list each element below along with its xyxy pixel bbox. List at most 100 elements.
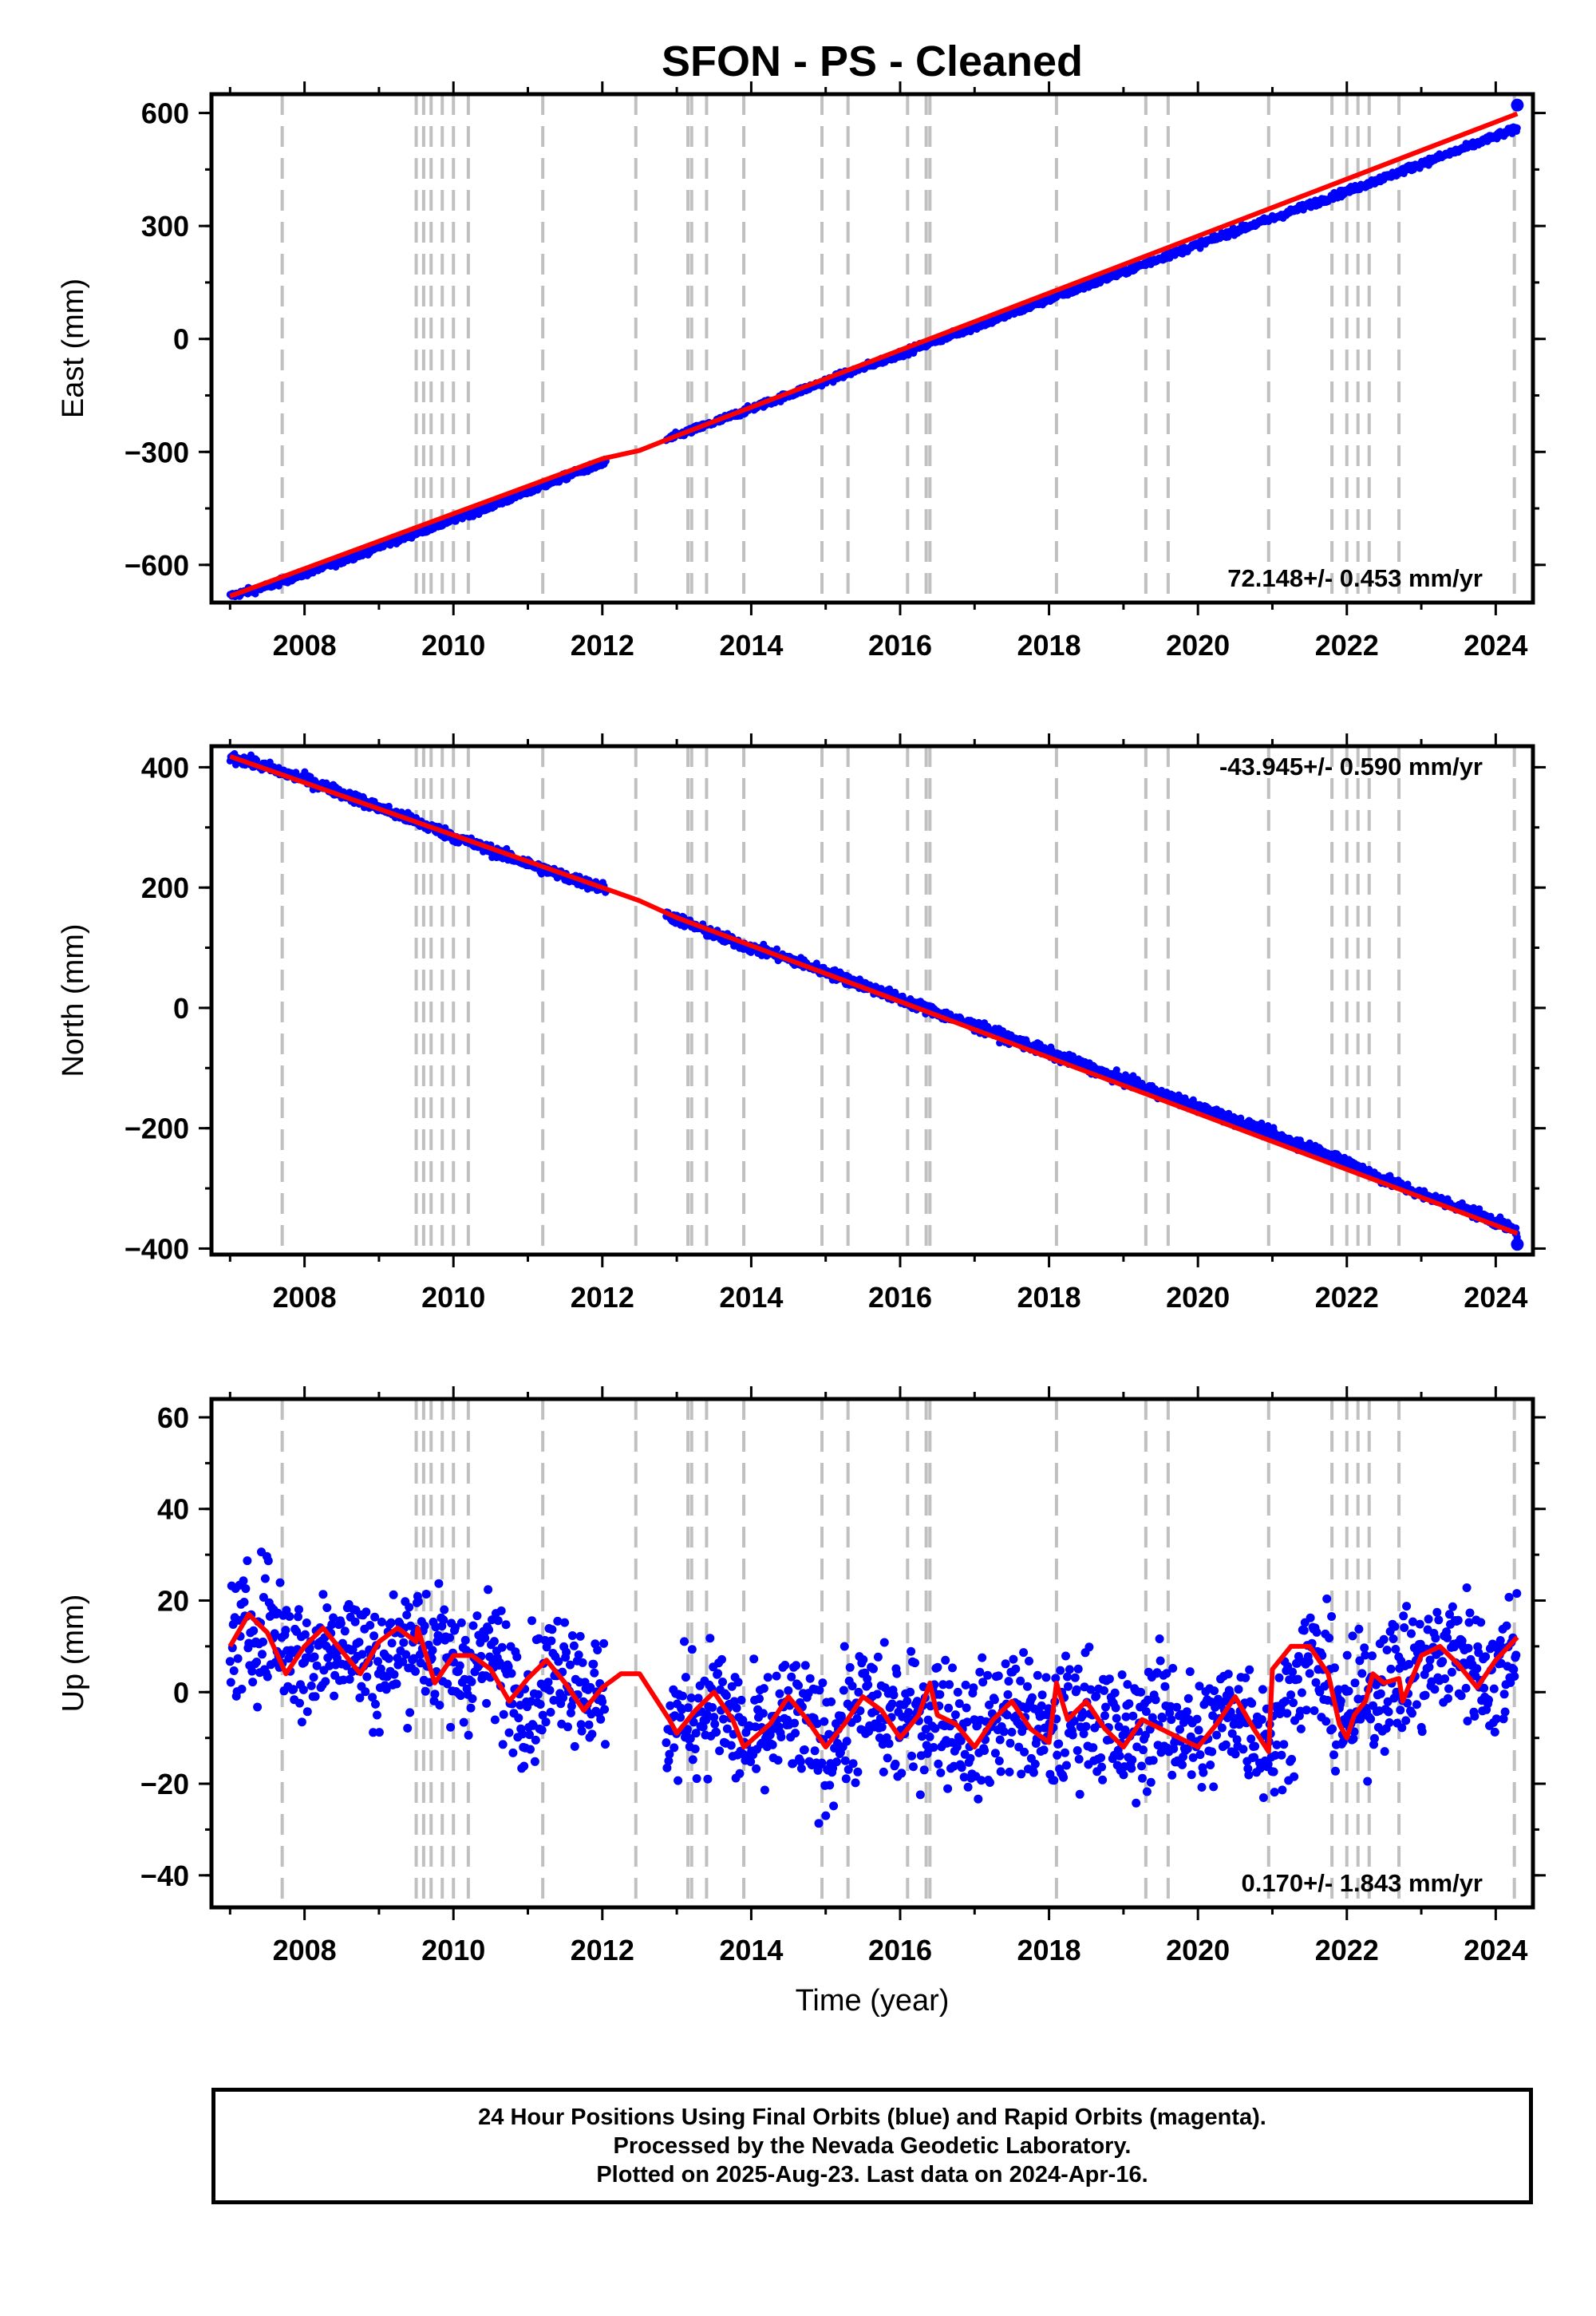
observation-point	[821, 1811, 831, 1820]
observation-point	[845, 1662, 855, 1672]
observation-point	[428, 1646, 437, 1655]
observation-point	[358, 1650, 367, 1659]
x-tick-label: 2012	[571, 1281, 634, 1314]
observation-point	[758, 1709, 768, 1718]
observation-point	[336, 1618, 346, 1628]
observation-point	[300, 1630, 310, 1639]
observation-point	[576, 1720, 586, 1729]
observation-point	[405, 1708, 415, 1717]
observation-point	[575, 1631, 585, 1641]
observation-point	[501, 1620, 511, 1630]
observation-point	[402, 1611, 412, 1620]
observation-point	[543, 1678, 553, 1687]
observation-point	[294, 1612, 302, 1622]
observation-point	[241, 1584, 251, 1594]
observation-point	[446, 1722, 456, 1732]
observation-point	[466, 1703, 476, 1713]
observation-point	[504, 1728, 514, 1737]
observation-point	[702, 1709, 712, 1719]
observation-point	[936, 1768, 946, 1777]
observation-point	[752, 1764, 761, 1773]
observation-point	[525, 1730, 534, 1740]
observation-point	[791, 1729, 800, 1738]
observation-point	[796, 1764, 806, 1773]
observation-point	[496, 1606, 506, 1615]
observation-point	[285, 1612, 294, 1621]
observation-point	[820, 1717, 829, 1726]
observation-point	[873, 1652, 883, 1662]
observation-point	[512, 1652, 522, 1662]
observation-point	[584, 1720, 594, 1729]
observation-point	[401, 1650, 411, 1659]
observation-point	[578, 1658, 587, 1667]
observation-point	[468, 1621, 478, 1630]
observation-point	[443, 1679, 452, 1689]
observation-point	[310, 1652, 319, 1662]
y-tick-label: 0	[173, 992, 189, 1025]
observation-point	[259, 1593, 268, 1602]
observation-point	[225, 1657, 235, 1666]
panel-frame-north	[209, 744, 1535, 1257]
observation-point	[938, 1680, 948, 1690]
observation-point	[884, 1739, 894, 1749]
observation-point	[906, 1687, 915, 1697]
velocity-rate-label: -43.945+/- 0.590 mm/yr	[1219, 753, 1483, 781]
y-tick-label: −300	[124, 436, 189, 468]
observation-point	[386, 1618, 396, 1627]
observation-point	[369, 1728, 378, 1737]
observation-point	[832, 1757, 841, 1767]
observation-point	[566, 1708, 575, 1717]
observation-point	[889, 1690, 899, 1700]
observation-point	[377, 1617, 386, 1626]
observation-point	[270, 1629, 279, 1638]
observation-point	[693, 1694, 703, 1703]
observation-point	[368, 1693, 377, 1702]
observation-point	[456, 1691, 465, 1701]
observation-point	[662, 1763, 672, 1773]
x-tick-label: 2020	[1166, 629, 1230, 662]
observation-point	[330, 1691, 339, 1701]
observation-point	[945, 1680, 954, 1690]
y-tick-label: −600	[124, 549, 189, 582]
observation-point	[934, 1759, 943, 1769]
observation-point	[713, 1669, 723, 1678]
observation-point	[780, 1661, 790, 1670]
observation-point	[526, 1745, 535, 1754]
observation-point	[420, 1621, 429, 1630]
observation-point	[599, 1638, 609, 1648]
observation-point	[768, 1740, 777, 1749]
observation-point	[892, 1669, 902, 1678]
observation-point	[467, 1677, 476, 1686]
model-fit-line-north	[229, 753, 1519, 1236]
observation-point	[790, 1718, 800, 1728]
observation-point	[664, 1757, 674, 1765]
observation-point	[800, 1661, 810, 1670]
observation-point	[852, 1713, 862, 1723]
observation-point	[665, 1749, 674, 1759]
observation-point	[586, 1682, 595, 1692]
x-tick-label: 2024	[1464, 1281, 1527, 1314]
observation-point	[841, 1774, 851, 1784]
x-tick-label: 2014	[719, 1281, 783, 1314]
observation-point	[484, 1585, 493, 1595]
observation-point	[903, 1697, 912, 1706]
observation-point	[340, 1626, 350, 1636]
observation-point	[421, 1686, 430, 1696]
observation-point	[355, 1694, 365, 1702]
y-tick-label: 400	[141, 751, 189, 784]
observation-point	[547, 1636, 556, 1646]
observation-point	[405, 1603, 414, 1612]
observation-point	[674, 1776, 683, 1785]
observation-point	[389, 1670, 399, 1679]
observation-point	[929, 1743, 938, 1752]
observation-point	[430, 1690, 440, 1699]
observation-point	[237, 1685, 247, 1694]
observation-point	[451, 1622, 460, 1632]
observation-point	[554, 1657, 563, 1666]
observation-point	[843, 1765, 853, 1774]
x-tick-label: 2010	[421, 1281, 485, 1314]
observation-point	[787, 1672, 796, 1682]
observation-point	[249, 1626, 259, 1635]
